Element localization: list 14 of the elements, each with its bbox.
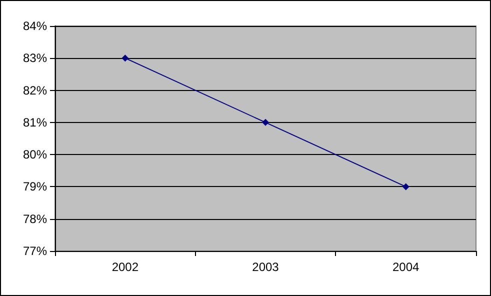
x-tick-label: 2002 bbox=[112, 260, 139, 274]
point bbox=[122, 54, 129, 62]
x-tick-label: 2003 bbox=[252, 260, 280, 274]
y-tick-label: 77% bbox=[22, 244, 48, 258]
y-tick-label: 83% bbox=[22, 51, 48, 66]
point bbox=[262, 118, 269, 126]
y-tick-label: 78% bbox=[22, 212, 48, 226]
y-tick-label: 81% bbox=[22, 115, 48, 130]
y-tick-label: 80% bbox=[22, 148, 48, 162]
point bbox=[402, 183, 410, 190]
y-tick-label: 79% bbox=[22, 180, 48, 194]
x-tick-label: 2004 bbox=[392, 260, 420, 274]
y-tick-label: 82% bbox=[22, 83, 48, 98]
y-tick-label: 84% bbox=[22, 19, 48, 33]
